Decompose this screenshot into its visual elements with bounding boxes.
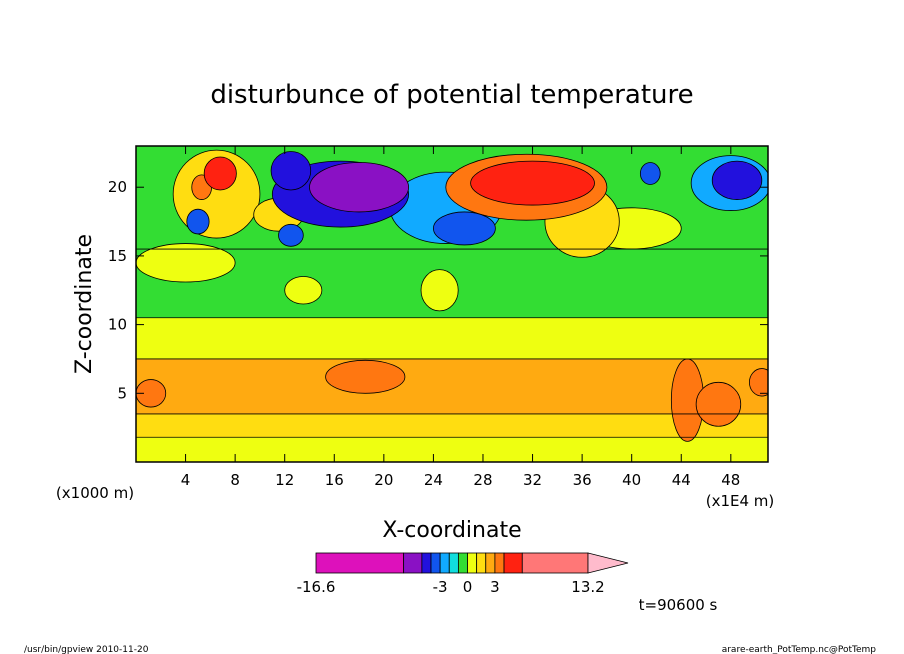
field-feature-24 <box>420 269 459 312</box>
colorbar-segment-11 <box>503 552 523 574</box>
colorbar-segment-5 <box>448 552 459 574</box>
x-tick-label: 48 <box>721 471 740 489</box>
x-tick-label: 32 <box>523 471 542 489</box>
x-tick-label: 36 <box>573 471 592 489</box>
plot-area <box>136 146 768 462</box>
field-band-0 <box>136 437 768 462</box>
field-feature-25 <box>284 276 323 305</box>
x-tick-label: 28 <box>473 471 492 489</box>
colorbar-extend-arrow <box>587 552 629 574</box>
x-axis-label: X-coordinate <box>382 518 521 543</box>
colorbar-mid-label: -3 <box>433 578 448 596</box>
colorbar-segment-1 <box>403 552 423 574</box>
chart-title: disturbunce of potential temperature <box>210 80 693 110</box>
x-unit-left: (x1000 m) <box>56 484 134 502</box>
field-feature-16 <box>136 243 236 283</box>
field-feature-19 <box>136 379 167 408</box>
field-feature-13 <box>639 162 661 185</box>
field-feature-2 <box>270 151 312 191</box>
x-unit-right: (x1E4 m) <box>706 492 775 510</box>
y-tick-label: 10 <box>108 316 127 334</box>
colorbar-segment-4 <box>439 552 450 574</box>
field-feature-20 <box>325 359 406 394</box>
colorbar-min-label: -16.6 <box>297 578 336 596</box>
y-tick-label: 20 <box>108 178 127 196</box>
x-tick-label: 12 <box>275 471 294 489</box>
field-feature-22 <box>695 381 742 427</box>
field-feature-11 <box>711 160 763 200</box>
plot-frame <box>135 145 769 463</box>
colorbar-segment-6 <box>457 552 468 574</box>
time-label: t=90600 s <box>639 596 718 614</box>
colorbar-segment-7 <box>467 552 478 574</box>
colorbar-segment-3 <box>430 552 441 574</box>
field-feature-7 <box>203 156 237 191</box>
footer-right: arare-earth_PotTemp.nc@PotTemp <box>722 645 877 654</box>
y-tick-label: 5 <box>117 384 127 402</box>
colorbar-segment-10 <box>494 552 505 574</box>
field-band-2 <box>136 358 768 414</box>
field-feature-5 <box>470 160 595 206</box>
field-band-3 <box>136 317 768 359</box>
field-feature-14 <box>186 208 210 235</box>
colorbar <box>315 552 629 574</box>
x-tick-label: 8 <box>230 471 240 489</box>
field-feature-3 <box>433 211 496 246</box>
colorbar-mid-label: 0 <box>463 578 473 596</box>
colorbar-mid-labels: -3 0 3 <box>433 578 500 596</box>
colorbar-segment-9 <box>485 552 496 574</box>
footer-left: /usr/bin/gpview 2010-11-20 <box>24 645 149 654</box>
x-axis-ticks: 4 8 12 16 20 24 28 32 36 40 44 48 <box>181 146 740 489</box>
y-axis-ticks: 5 10 15 20 <box>108 178 768 402</box>
colorbar-max-label: 13.2 <box>571 578 604 596</box>
x-tick-label: 44 <box>672 471 691 489</box>
field-feature-0 <box>309 162 410 213</box>
colorbar-segment-12 <box>521 552 589 574</box>
y-tick-label: 15 <box>108 247 127 265</box>
x-tick-label: 20 <box>374 471 393 489</box>
field-feature-23 <box>749 368 768 397</box>
x-tick-label: 4 <box>181 471 191 489</box>
x-tick-label: 24 <box>424 471 443 489</box>
x-tick-label: 16 <box>325 471 344 489</box>
colorbar-segment-0 <box>315 552 405 574</box>
colorbar-mid-label: 3 <box>490 578 500 596</box>
colorbar-segment-8 <box>476 552 487 574</box>
field-band-1 <box>136 413 768 438</box>
field-feature-15 <box>278 223 304 247</box>
x-tick-label: 40 <box>622 471 641 489</box>
y-axis-label: Z-coordinate <box>72 234 97 374</box>
colorbar-segment-2 <box>421 552 432 574</box>
